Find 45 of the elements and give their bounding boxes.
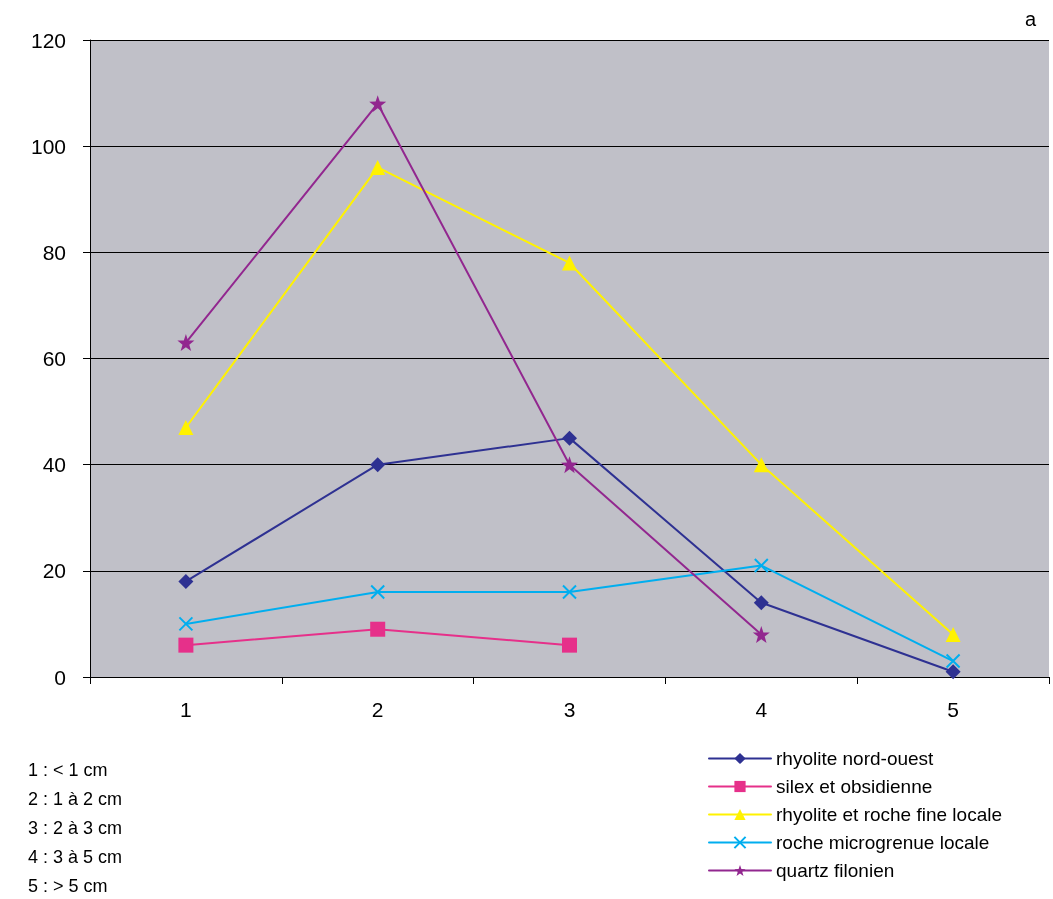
point xyxy=(370,621,386,637)
point xyxy=(178,616,194,632)
point xyxy=(562,584,577,600)
x-tick-label: 5 xyxy=(947,698,959,721)
point xyxy=(945,627,961,643)
point xyxy=(753,457,769,473)
x-tick-label: 4 xyxy=(755,698,768,721)
legend-label: roche microgrenue locale xyxy=(776,832,990,853)
text: 2 : 1 à 2 cm xyxy=(28,789,123,809)
text: 4 : 3 à 5 cm xyxy=(28,847,123,867)
x-tick-label: 1 xyxy=(180,698,192,721)
y-tick-label: 40 xyxy=(42,453,66,477)
point xyxy=(370,584,386,600)
x-tick-label: 3 xyxy=(563,698,576,721)
point xyxy=(370,457,386,473)
legend-label: rhyolite nord-ouest xyxy=(776,748,935,769)
point xyxy=(370,159,386,175)
legend-label: quartz filonien xyxy=(776,860,895,881)
point xyxy=(752,626,770,644)
y-tick-label: 0 xyxy=(54,665,66,689)
y-tick-label: 100 xyxy=(30,134,66,158)
point xyxy=(178,573,194,589)
point xyxy=(562,255,577,271)
point xyxy=(177,334,195,352)
legend-label: silex et obsidienne xyxy=(776,776,933,797)
text: 3 : 2 à 3 cm xyxy=(28,818,123,838)
point xyxy=(561,456,578,474)
point xyxy=(369,95,387,113)
y-tick-label: 60 xyxy=(42,347,66,370)
chart-title: a xyxy=(1024,8,1037,30)
point xyxy=(562,637,577,653)
text: 1 : < 1 cm xyxy=(28,760,108,780)
y-tick-label: 120 xyxy=(30,28,66,52)
point xyxy=(945,664,961,680)
point xyxy=(945,653,961,669)
point xyxy=(753,558,769,574)
point xyxy=(753,595,769,611)
y-tick-label: 20 xyxy=(42,559,66,583)
text: 5 : > 5 cm xyxy=(28,876,108,896)
y-tick-label: 80 xyxy=(42,240,66,264)
point xyxy=(178,637,194,653)
point xyxy=(178,420,194,436)
point xyxy=(562,430,577,446)
legend-label: rhyolite et roche fine locale xyxy=(776,804,1003,825)
x-tick-label: 2 xyxy=(371,698,384,721)
